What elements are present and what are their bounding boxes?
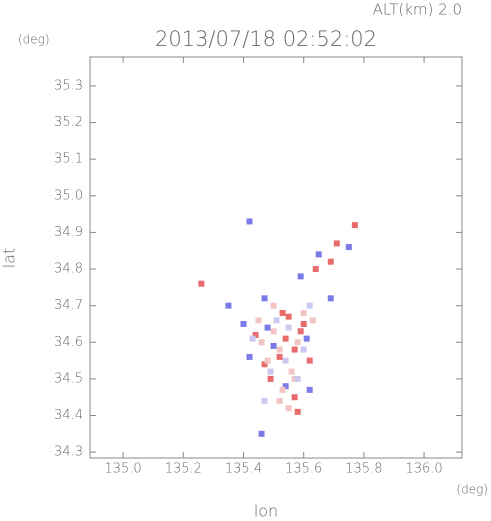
point	[327, 295, 334, 302]
point	[264, 357, 271, 364]
point	[285, 405, 292, 412]
point	[306, 302, 313, 309]
y-tick-label: 35.0	[54, 188, 83, 203]
point	[276, 397, 283, 404]
plot-frame	[89, 56, 463, 459]
point	[249, 335, 256, 342]
point	[198, 280, 205, 287]
point	[264, 324, 271, 331]
y-axis-label: lat	[0, 248, 19, 269]
point	[279, 309, 286, 316]
y-tick-label: 35.3	[54, 78, 83, 93]
point	[291, 375, 298, 382]
y-tick-label: 34.9	[54, 225, 83, 240]
point	[270, 302, 277, 309]
point	[258, 430, 265, 437]
point	[315, 251, 322, 258]
point	[240, 320, 247, 327]
point	[306, 357, 313, 364]
point	[225, 302, 232, 309]
point	[291, 394, 298, 401]
x-unit: (deg)	[456, 483, 488, 497]
point	[288, 368, 295, 375]
point	[309, 317, 316, 324]
y-tick-label: 34.6	[54, 335, 83, 350]
point	[303, 335, 310, 342]
point	[300, 346, 307, 353]
point	[270, 342, 277, 349]
point	[297, 328, 304, 335]
x-tick-label: 135.0	[104, 462, 141, 477]
y-tick-label: 34.7	[54, 298, 83, 313]
point	[273, 317, 280, 324]
x-axis-label: lon	[254, 502, 278, 521]
x-tick-label: 135.6	[285, 462, 322, 477]
point	[351, 222, 358, 229]
y-tick-label: 34.5	[54, 371, 83, 386]
point	[285, 324, 292, 331]
point	[255, 317, 262, 324]
point	[282, 383, 289, 390]
point	[267, 368, 274, 375]
point	[297, 273, 304, 280]
point	[300, 309, 307, 316]
x-tick-label: 136.0	[405, 462, 442, 477]
y-tick-label: 34.8	[54, 262, 83, 277]
point	[291, 346, 298, 353]
point	[294, 375, 301, 382]
point	[267, 375, 274, 382]
point	[312, 266, 319, 273]
x-tick-label: 135.8	[345, 462, 382, 477]
point	[246, 353, 253, 360]
altitude-label: ALT(km) 2.0	[373, 1, 462, 19]
y-tick-label: 34.4	[54, 408, 83, 423]
x-tick-label: 135.2	[165, 462, 202, 477]
point	[300, 320, 307, 327]
y-tick-label: 35.2	[54, 115, 83, 130]
point	[252, 331, 259, 338]
point	[246, 218, 253, 225]
point	[282, 335, 289, 342]
point	[270, 328, 277, 335]
y-tick-label: 34.3	[54, 445, 83, 460]
chart-title: 2013/07/18 02:52:02	[155, 27, 377, 51]
point	[282, 357, 289, 364]
point	[276, 353, 283, 360]
point	[276, 346, 283, 353]
point	[279, 386, 286, 393]
y-tick-label: 35.1	[54, 152, 83, 167]
point	[261, 397, 268, 404]
point	[261, 295, 268, 302]
point	[258, 339, 265, 346]
point	[327, 258, 334, 265]
point	[261, 361, 268, 368]
point	[294, 339, 301, 346]
x-tick-label: 135.4	[225, 462, 262, 477]
point	[333, 240, 340, 247]
point	[285, 313, 292, 320]
point	[306, 386, 313, 393]
y-unit: (deg)	[18, 33, 50, 47]
point	[294, 408, 301, 415]
point	[345, 244, 352, 251]
